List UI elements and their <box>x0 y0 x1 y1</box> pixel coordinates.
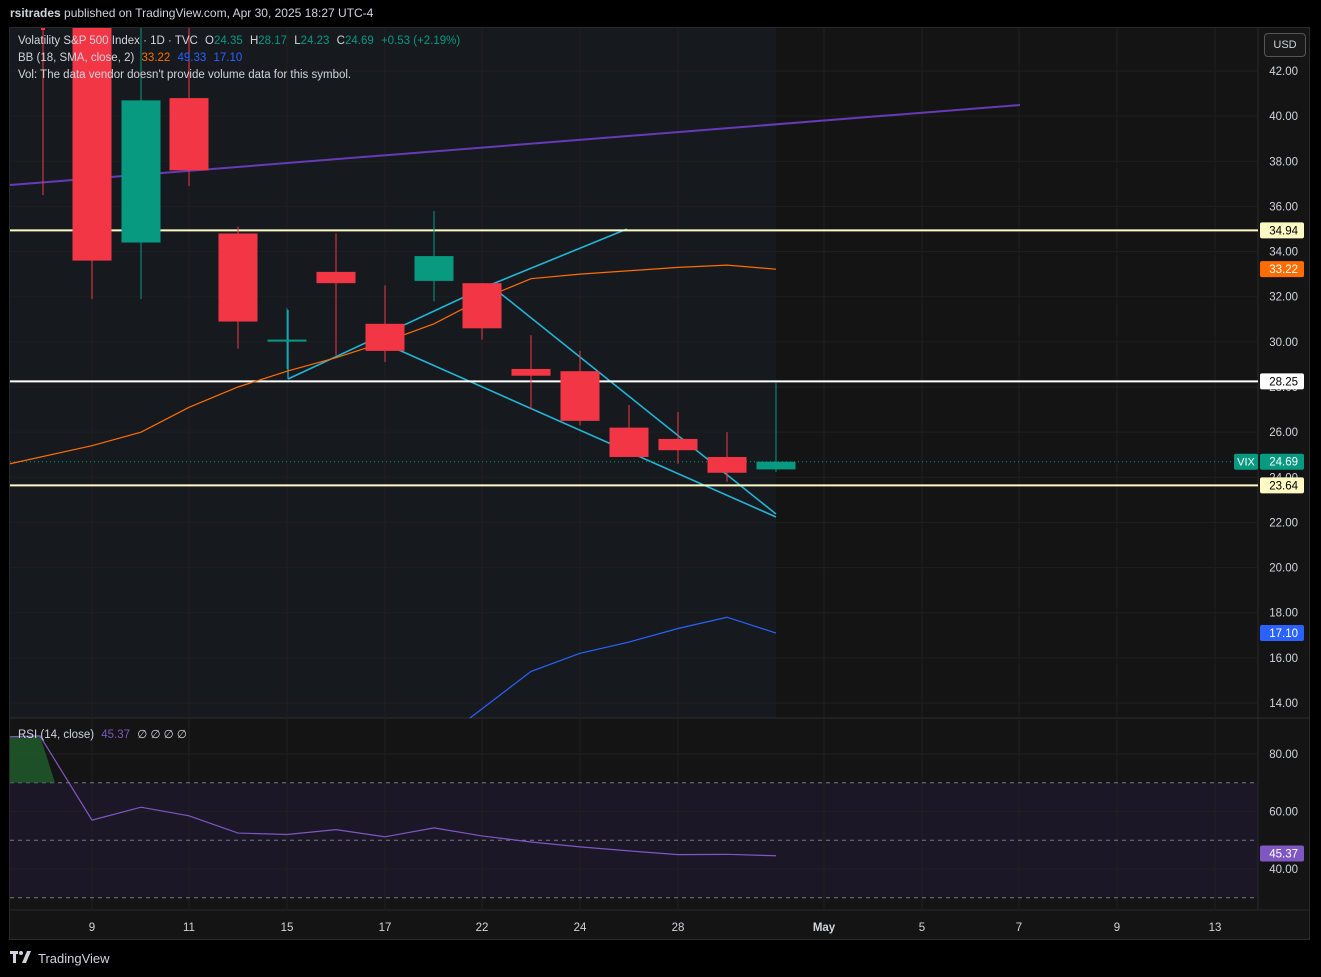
rsi-layer <box>9 735 777 857</box>
bb-legend[interactable]: BB (18, SMA, close, 2) 33.22 49.33 17.10 <box>18 52 246 64</box>
price-label-text: 23.64 <box>1269 480 1298 492</box>
brand-name: TradingView <box>38 950 110 966</box>
volume-note: Vol: The data vendor doesn't provide vol… <box>18 69 352 81</box>
time-tick-label: 9 <box>1114 922 1120 934</box>
price-tick-label: 20.00 <box>1269 563 1298 575</box>
time-tick-label: 5 <box>919 922 925 934</box>
bb-upper-value: 49.33 <box>177 52 207 64</box>
rsi-extra: ∅ ∅ ∅ ∅ <box>137 729 187 741</box>
candle-body <box>365 323 405 351</box>
candle-body <box>609 427 649 457</box>
ohlc-open: O24.35 <box>205 35 243 47</box>
price-tick-label: 36.00 <box>1269 201 1298 213</box>
time-tick-label: 15 <box>281 922 294 934</box>
time-tick-label: 28 <box>672 922 685 934</box>
symbol-legend[interactable]: Volatility S&P 500 Index · 1D · TVC O24.… <box>18 35 464 47</box>
price-tick-label: 26.00 <box>1269 427 1298 439</box>
time-tick-label: May <box>813 922 836 934</box>
price-tick-label: 18.00 <box>1269 608 1298 620</box>
rsi-overbought-fill <box>10 735 55 783</box>
volume-legend: Vol: The data vendor doesn't provide vol… <box>18 69 355 81</box>
price-label-box <box>1260 477 1304 494</box>
rsi-tick-label: 40.00 <box>1269 864 1298 876</box>
publisher-header: rsitrades published on TradingView.com, … <box>10 6 373 20</box>
candles-layer <box>41 28 796 482</box>
price-label-box <box>1260 222 1304 239</box>
time-tick-label: 13 <box>1209 922 1222 934</box>
price-tick-label: 42.00 <box>1269 66 1298 78</box>
candle-body <box>511 368 551 376</box>
bollinger-bands <box>9 264 777 719</box>
time-tick-label: 9 <box>89 922 95 934</box>
candle-body <box>462 283 502 329</box>
price-tick-label: 40.00 <box>1269 111 1298 123</box>
rsi-label-text: 45.37 <box>1269 849 1298 861</box>
publish-info: published on TradingView.com, Apr 30, 20… <box>60 6 374 20</box>
ohlc-high: H28.17 <box>249 35 288 47</box>
falling-wedge-lower-line <box>382 342 777 518</box>
currency-button[interactable]: USD <box>1264 33 1306 57</box>
price-tick-label: 30.00 <box>1269 337 1298 349</box>
candle-body <box>756 461 796 470</box>
candle-body <box>41 28 45 30</box>
candle-body <box>414 256 454 281</box>
falling-wedge-upper-line <box>489 284 777 515</box>
candle-body <box>169 98 209 171</box>
ohlc-low: L24.23 <box>294 35 330 47</box>
symbol-title: Volatility S&P 500 Index · 1D · TVC <box>18 35 198 47</box>
candle-body <box>267 339 307 342</box>
rsi-label-box <box>1260 845 1304 862</box>
candle-body <box>316 271 356 284</box>
price-label-text: 28.25 <box>1269 376 1298 388</box>
price-label-box <box>1260 373 1304 390</box>
price-tick-label: 32.00 <box>1269 292 1298 304</box>
time-tick-label: 22 <box>476 922 489 934</box>
price-label-text: 34.94 <box>1269 225 1298 237</box>
time-tick-label: 7 <box>1016 922 1022 934</box>
axis-labels: 42.0040.0038.0036.0034.0032.0030.0028.00… <box>89 66 1304 934</box>
bb-middle-line <box>9 264 777 465</box>
symbol-label-text: VIX <box>1237 457 1255 469</box>
drawings-layer <box>9 104 1258 518</box>
bb-mid-value: 33.22 <box>141 52 171 64</box>
candle-body <box>218 233 258 322</box>
price-tick-label: 38.00 <box>1269 156 1298 168</box>
price-label-text: 33.22 <box>1269 264 1298 276</box>
tradingview-logo-icon <box>10 950 32 966</box>
rsi-tick-label: 80.00 <box>1269 749 1298 761</box>
time-tick-label: 17 <box>379 922 392 934</box>
rsi-label: RSI (14, close) <box>18 729 95 741</box>
time-tick-label: 24 <box>574 922 587 934</box>
price-label-box <box>1260 261 1304 278</box>
price-label-box <box>1260 625 1304 642</box>
price-tick-label: 34.00 <box>1269 247 1298 259</box>
candle-body <box>560 371 600 421</box>
price-tick-label: 22.00 <box>1269 517 1298 529</box>
channel-trendline <box>9 104 1021 186</box>
grid-lines <box>10 28 1258 910</box>
publisher-name[interactable]: rsitrades <box>10 6 61 20</box>
price-tick-label: 16.00 <box>1269 653 1298 665</box>
bb-label: BB (18, SMA, close, 2) <box>18 52 135 64</box>
ohlc-change: +0.53 (+2.19%) <box>380 35 461 47</box>
price-label-text: 24.69 <box>1269 457 1298 469</box>
price-label-box <box>1260 453 1304 470</box>
rsi-tick-label: 60.00 <box>1269 807 1298 819</box>
footer-brand[interactable]: TradingView <box>10 950 110 966</box>
candle-body <box>707 456 747 473</box>
time-tick-label: 11 <box>183 922 195 934</box>
price-tick-label: 14.00 <box>1269 698 1298 710</box>
bb-lower-line <box>469 616 777 719</box>
candle-body <box>121 100 161 243</box>
rsi-legend[interactable]: RSI (14, close) 45.37 ∅ ∅ ∅ ∅ <box>18 727 191 741</box>
candle-body <box>658 438 698 451</box>
rsi-line <box>9 735 777 857</box>
candle-body <box>72 28 112 261</box>
rsi-value: 45.37 <box>101 729 131 741</box>
bb-lower-value: 17.10 <box>213 52 243 64</box>
price-label-text: 17.10 <box>1269 628 1298 640</box>
ohlc-close: C24.69 <box>336 35 374 47</box>
symbol-label-box <box>1234 453 1258 470</box>
